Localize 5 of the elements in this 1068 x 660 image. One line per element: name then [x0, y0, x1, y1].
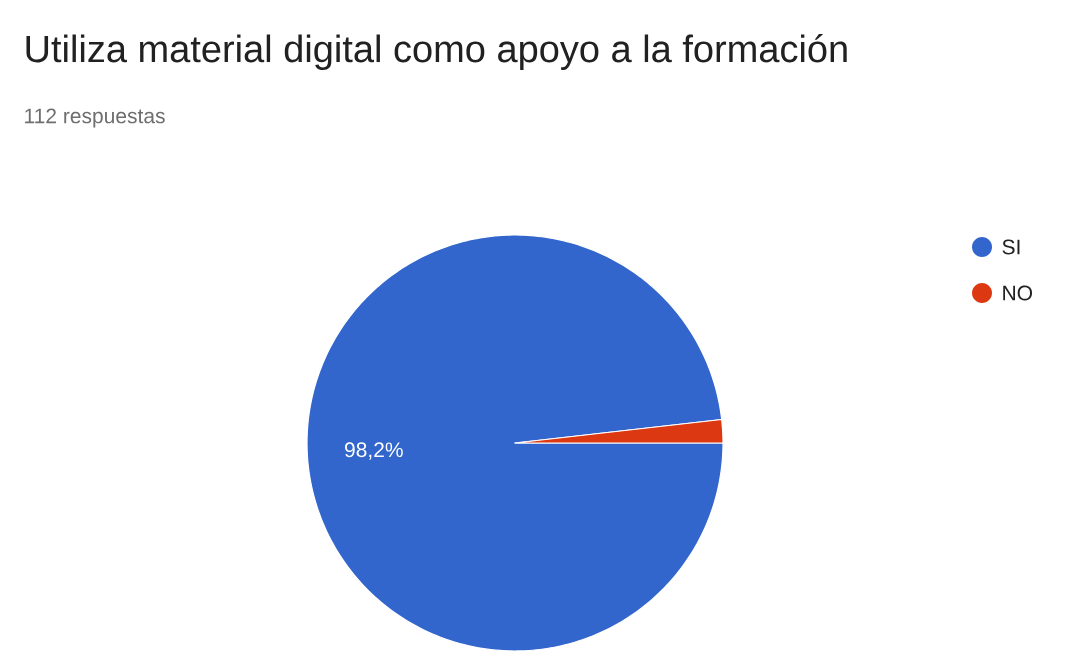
chart-title: Utiliza material digital como apoyo a la formación — [26, 34, 847, 70]
legend-label: SI — [1002, 239, 1020, 255]
legend-label: NO — [1003, 285, 1033, 301]
data-label: 98,2% — [345, 442, 403, 460]
text: 112 respuestas — [25, 108, 165, 128]
